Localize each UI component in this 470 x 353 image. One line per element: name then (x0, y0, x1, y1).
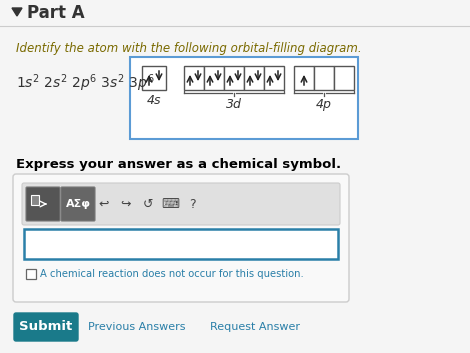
Bar (184, 66, 204, 90)
Bar (204, 66, 224, 90)
FancyBboxPatch shape (22, 183, 340, 225)
Text: ΑΣφ: ΑΣφ (65, 199, 91, 209)
Bar (314, 66, 334, 90)
Bar (334, 66, 354, 90)
Text: ?: ? (188, 197, 196, 210)
Text: ↺: ↺ (143, 197, 153, 210)
FancyBboxPatch shape (14, 313, 78, 341)
Bar (294, 66, 314, 90)
FancyBboxPatch shape (61, 187, 95, 221)
Text: A chemical reaction does not occur for this question.: A chemical reaction does not occur for t… (40, 269, 304, 279)
Text: ⌨: ⌨ (161, 197, 179, 210)
Text: Express your answer as a chemical symbol.: Express your answer as a chemical symbol… (16, 158, 341, 171)
Text: ↪: ↪ (121, 197, 131, 210)
Text: 4p: 4p (316, 98, 332, 111)
Bar (224, 66, 244, 90)
Text: $1s^2\ 2s^2\ 2p^6\ 3s^2\ 3p^6$: $1s^2\ 2s^2\ 2p^6\ 3s^2\ 3p^6$ (16, 72, 155, 94)
FancyBboxPatch shape (130, 57, 358, 139)
Text: Request Answer: Request Answer (210, 322, 300, 332)
Text: Previous Answers: Previous Answers (88, 322, 186, 332)
Bar (264, 66, 284, 90)
Bar (142, 66, 166, 90)
Text: 4s: 4s (147, 94, 161, 107)
Bar (26, 269, 36, 279)
FancyBboxPatch shape (26, 187, 60, 221)
FancyBboxPatch shape (13, 174, 349, 302)
Bar (31, 195, 39, 205)
Text: ↩: ↩ (99, 197, 109, 210)
Text: Identify the atom with the following orbital-filling diagram.: Identify the atom with the following orb… (16, 42, 361, 55)
Text: 3d: 3d (226, 98, 242, 111)
Text: Part A: Part A (27, 4, 85, 22)
Bar (244, 66, 264, 90)
FancyBboxPatch shape (24, 229, 338, 259)
Text: Submit: Submit (19, 321, 73, 334)
Polygon shape (12, 8, 22, 16)
